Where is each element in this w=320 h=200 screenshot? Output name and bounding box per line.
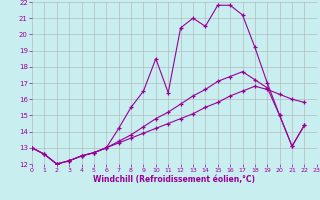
X-axis label: Windchill (Refroidissement éolien,°C): Windchill (Refroidissement éolien,°C)	[93, 175, 255, 184]
